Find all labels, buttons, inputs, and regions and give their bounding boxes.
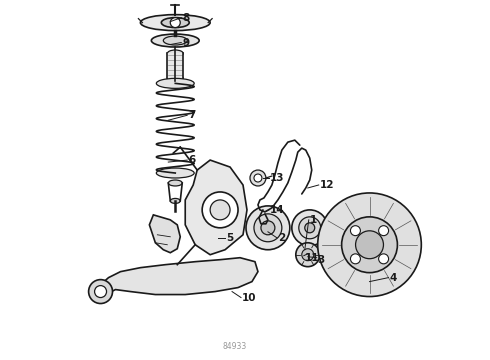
Text: 14: 14 bbox=[270, 205, 285, 215]
Text: 9: 9 bbox=[182, 37, 189, 48]
Circle shape bbox=[171, 18, 180, 28]
Circle shape bbox=[379, 226, 389, 236]
Text: 12: 12 bbox=[319, 180, 334, 190]
Ellipse shape bbox=[141, 15, 210, 31]
Text: 11: 11 bbox=[305, 253, 319, 263]
Ellipse shape bbox=[171, 198, 180, 203]
Text: 6: 6 bbox=[188, 155, 196, 165]
Circle shape bbox=[302, 249, 314, 261]
Polygon shape bbox=[96, 258, 258, 300]
Text: 7: 7 bbox=[188, 110, 196, 120]
Text: 10: 10 bbox=[242, 293, 256, 302]
Bar bbox=[167, 54, 183, 78]
Ellipse shape bbox=[168, 180, 182, 186]
Text: 8: 8 bbox=[182, 13, 190, 23]
Text: 13: 13 bbox=[270, 173, 284, 183]
Ellipse shape bbox=[156, 78, 194, 88]
Circle shape bbox=[89, 280, 113, 303]
Circle shape bbox=[254, 174, 262, 182]
Circle shape bbox=[250, 170, 266, 186]
Circle shape bbox=[342, 217, 397, 273]
Polygon shape bbox=[185, 160, 247, 255]
Circle shape bbox=[210, 200, 230, 220]
Circle shape bbox=[296, 243, 319, 267]
Circle shape bbox=[350, 254, 361, 264]
Circle shape bbox=[350, 226, 361, 236]
Circle shape bbox=[254, 214, 282, 242]
Text: 3: 3 bbox=[318, 255, 325, 265]
Ellipse shape bbox=[161, 18, 189, 28]
Ellipse shape bbox=[151, 34, 199, 47]
Circle shape bbox=[318, 193, 421, 297]
Ellipse shape bbox=[163, 36, 187, 45]
Circle shape bbox=[356, 231, 384, 259]
Circle shape bbox=[202, 192, 238, 228]
Text: 2: 2 bbox=[278, 233, 285, 243]
Circle shape bbox=[292, 210, 328, 246]
Text: 84933: 84933 bbox=[223, 342, 247, 351]
Text: 5: 5 bbox=[226, 233, 233, 243]
Ellipse shape bbox=[167, 50, 183, 57]
Circle shape bbox=[95, 285, 106, 298]
Text: 4: 4 bbox=[390, 273, 397, 283]
Ellipse shape bbox=[156, 168, 194, 178]
Text: 1: 1 bbox=[310, 215, 317, 225]
Circle shape bbox=[261, 221, 275, 235]
Polygon shape bbox=[149, 215, 180, 253]
Circle shape bbox=[305, 223, 315, 233]
Circle shape bbox=[299, 217, 321, 239]
Ellipse shape bbox=[167, 75, 183, 82]
Circle shape bbox=[379, 254, 389, 264]
Circle shape bbox=[246, 206, 290, 250]
